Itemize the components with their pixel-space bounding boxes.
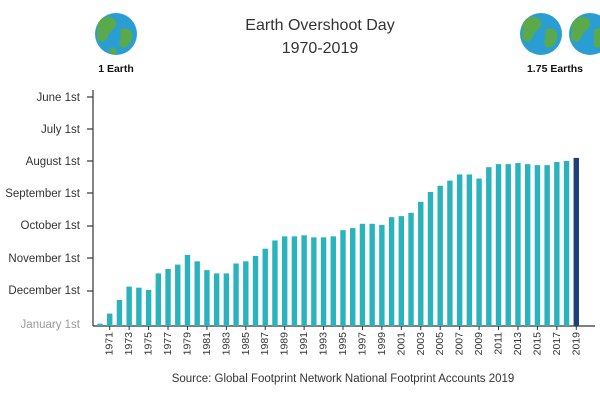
bar-2019 (573, 157, 579, 326)
bar-1970 (97, 323, 103, 326)
x-tick-label-1975: 1975 (143, 332, 155, 356)
x-tick-label-1983: 1983 (220, 332, 232, 356)
bar-2015 (534, 165, 541, 326)
x-tick-label-1977: 1977 (162, 332, 174, 356)
bar-2016 (544, 165, 550, 326)
earth-globe-icon-right-1 (520, 13, 562, 55)
x-tick-label-2019: 2019 (570, 332, 582, 356)
bar-2007 (456, 174, 463, 326)
bar-1986 (252, 255, 259, 326)
bar-1990 (291, 236, 298, 326)
y-tick-label-december: December 1st (8, 285, 80, 297)
x-tick-label-1985: 1985 (240, 332, 252, 356)
y-tick-label-july: July 1st (41, 124, 81, 136)
bar-1987 (262, 248, 268, 326)
bar-1999 (379, 224, 385, 326)
earth-globe-icon-left (95, 13, 137, 55)
bar-1974 (136, 287, 142, 326)
y-tick-label-august: August 1st (26, 156, 81, 168)
bar-2003 (418, 201, 424, 326)
bar-1988 (272, 240, 278, 326)
x-tick-label-2015: 2015 (531, 332, 543, 356)
chart-source-note: Source: Global Footprint Network Nationa… (172, 373, 515, 385)
bar-2006 (447, 180, 453, 326)
bar-2004 (427, 191, 434, 326)
bar-1983 (223, 273, 230, 326)
bar-2014 (524, 164, 531, 326)
bar-1982 (213, 273, 220, 326)
x-tick-label-2011: 2011 (493, 332, 505, 355)
bar-1992 (311, 237, 317, 326)
bar-2005 (437, 185, 443, 326)
x-tick-label-2009: 2009 (473, 332, 485, 356)
bar-1993 (320, 237, 327, 326)
bar-2001 (398, 216, 405, 326)
bar-1998 (369, 223, 375, 326)
bar-series (97, 157, 579, 326)
bar-1981 (204, 270, 210, 326)
x-tick-label-1973: 1973 (123, 332, 135, 356)
bar-1991 (301, 235, 307, 326)
bar-1978 (175, 264, 181, 326)
bar-1977 (165, 269, 171, 326)
x-tick-label-1971: 1971 (104, 332, 116, 356)
x-tick-label-1989: 1989 (279, 332, 291, 356)
bar-1971 (107, 313, 113, 326)
bar-2009 (476, 178, 482, 326)
bar-2017 (554, 162, 560, 326)
y-axis-ticks (87, 96, 93, 292)
bar-2013 (515, 163, 521, 326)
y-tick-label-september: September 1st (5, 188, 81, 200)
bar-1972 (116, 300, 123, 326)
y-tick-label-january: January 1st (21, 319, 81, 331)
x-tick-label-2003: 2003 (415, 332, 427, 356)
bar-2002 (408, 212, 414, 326)
x-tick-label-2007: 2007 (454, 332, 466, 356)
bar-2018 (563, 161, 570, 326)
y-tick-label-november: November 1st (8, 253, 80, 265)
bar-1994 (330, 236, 336, 326)
earth-label-left: 1 Earth (98, 63, 134, 75)
x-tick-label-2005: 2005 (434, 332, 446, 356)
x-tick-label-1979: 1979 (181, 332, 193, 356)
x-tick-label-1987: 1987 (259, 332, 271, 356)
bar-1996 (350, 228, 356, 326)
x-tick-label-1999: 1999 (376, 332, 388, 356)
bar-1984 (233, 263, 239, 326)
x-tick-label-1997: 1997 (356, 332, 368, 356)
bar-1976 (155, 273, 162, 326)
bar-1985 (243, 261, 249, 326)
bar-1997 (359, 223, 366, 326)
x-tick-label-1981: 1981 (201, 332, 213, 356)
bar-1989 (281, 236, 288, 326)
bar-1973 (126, 286, 132, 326)
bar-1980 (194, 261, 200, 326)
y-tick-label-june: June 1st (37, 92, 81, 104)
earth-globe-icon-right-2 (569, 13, 600, 55)
earth-label-right: 1.75 Earths (527, 63, 583, 75)
bar-2000 (388, 217, 395, 326)
x-tick-label-1995: 1995 (337, 332, 349, 356)
chart-title-line-2: 1970-2019 (282, 40, 359, 57)
x-axis-labels: 1971 1973 1975 1977 1979 1981 1983 1985 1987 1989… (104, 326, 582, 356)
bar-1975 (145, 289, 152, 326)
bar-1979 (184, 254, 191, 326)
x-tick-label-1993: 1993 (318, 332, 330, 356)
bar-2010 (486, 167, 492, 326)
bar-2011 (495, 164, 502, 326)
x-tick-label-2017: 2017 (551, 332, 563, 356)
bar-2008 (466, 174, 473, 326)
y-tick-label-october: October 1st (21, 220, 81, 232)
x-tick-label-2013: 2013 (512, 332, 524, 356)
chart-title-line-1: Earth Overshoot Day (245, 17, 394, 34)
y-axis-labels: June 1st July 1st August 1st September 1… (5, 92, 81, 331)
x-tick-label-2001: 2001 (395, 332, 407, 356)
x-tick-label-1991: 1991 (298, 332, 310, 356)
bar-1995 (340, 230, 346, 326)
bar-2012 (505, 164, 511, 326)
